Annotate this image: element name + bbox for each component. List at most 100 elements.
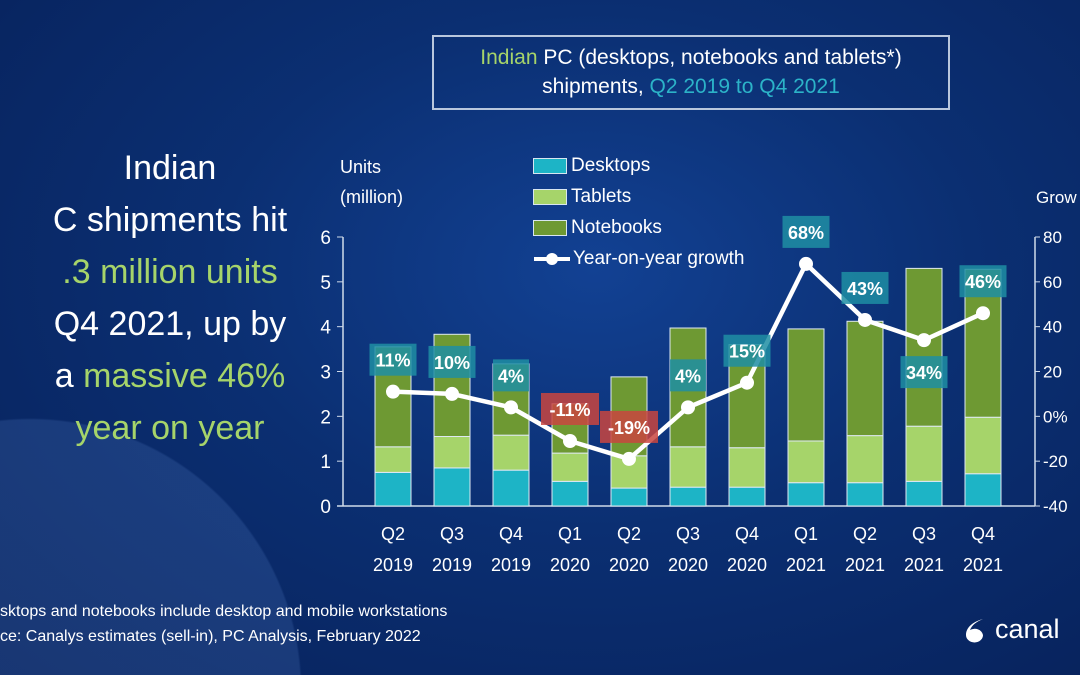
- legend-item-notebooks: Notebooks: [533, 212, 744, 243]
- y2-tick-label: -40: [1043, 497, 1068, 516]
- x-tick-label: Q1: [558, 524, 582, 544]
- x-tick-label: Q4: [499, 524, 523, 544]
- growth-point: [504, 400, 518, 415]
- y-tick-label: 0: [320, 497, 331, 518]
- growth-data-label: 15%: [729, 342, 765, 362]
- y2-axis-title: Grow: [1036, 188, 1077, 207]
- x-tick-label: 2021: [786, 555, 826, 575]
- bar-tablets: [905, 425, 943, 482]
- x-tick-label: Q2: [617, 524, 641, 544]
- legend-item-growth: Year-on-year growth: [533, 243, 744, 274]
- x-tick-label: Q2: [381, 524, 405, 544]
- growth-point: [917, 333, 931, 348]
- legend-item-tablets: Tablets: [533, 181, 744, 212]
- growth-data-label: 68%: [788, 223, 824, 243]
- growth-label-box: [782, 215, 830, 248]
- bar-desktops: [905, 480, 943, 507]
- legend-swatch: [533, 157, 567, 174]
- growth-label-box: [369, 343, 417, 376]
- legend-label: Desktops: [571, 154, 651, 176]
- y-axis-title-line: (million): [340, 187, 403, 207]
- headline-line: year on year: [75, 409, 265, 447]
- x-tick-label: 2019: [491, 555, 531, 575]
- source-note: ce: Canalys estimates (sell-in), PC Anal…: [0, 628, 421, 645]
- bar-desktops: [551, 480, 589, 507]
- logo-text: canal: [995, 614, 1060, 644]
- x-tick-label: Q4: [971, 524, 995, 544]
- growth-data-label: 11%: [375, 351, 410, 371]
- growth-label-box: [900, 356, 948, 389]
- bar-tablets: [492, 434, 530, 471]
- y-tick-label: 1: [320, 452, 331, 473]
- growth-data-label: 46%: [965, 272, 1001, 292]
- growth-point: [622, 451, 636, 466]
- y-tick-label: 5: [320, 273, 331, 294]
- growth-data-label: 10%: [434, 353, 470, 373]
- x-tick-label: Q3: [912, 524, 936, 544]
- bar-tablets: [374, 446, 412, 473]
- title-text: shipments,: [542, 75, 650, 98]
- growth-label-box: [493, 359, 529, 392]
- x-tick-label: Q2: [853, 524, 877, 544]
- chart-title: Indian PC (desktops, notebooks and table…: [432, 35, 950, 110]
- title-text: PC (desktops, notebooks and tablets*): [537, 46, 902, 69]
- growth-label-box: [428, 345, 476, 378]
- growth-point: [445, 386, 459, 401]
- bar-desktops: [728, 486, 766, 507]
- y-axis-title: Units (million): [340, 152, 403, 212]
- bar-desktops: [846, 482, 884, 507]
- x-tick-label: 2021: [845, 555, 885, 575]
- headline: Indian C shipments hit .3 million units …: [0, 142, 340, 454]
- x-tick-label: Q1: [794, 524, 818, 544]
- legend-swatch: [533, 219, 567, 236]
- y-tick-label: 6: [320, 228, 331, 249]
- footnote: sktops and notebooks include desktop and…: [0, 603, 448, 620]
- y-tick-label: 3: [320, 363, 331, 384]
- bar-tablets: [964, 416, 1002, 475]
- growth-label-box: [600, 410, 658, 443]
- y2-tick-label: 40: [1043, 318, 1062, 337]
- headline-line: Q4 2021, up by: [53, 305, 287, 343]
- x-tick-label: Q3: [440, 524, 464, 544]
- headline-text: a: [54, 357, 84, 395]
- growth-point: [858, 312, 872, 327]
- legend-item-desktops: Desktops: [533, 150, 744, 181]
- bar-tablets: [433, 436, 471, 469]
- growth-point: [799, 256, 813, 271]
- x-tick-label: 2020: [609, 555, 649, 575]
- title-period: Q2 2019 to Q4 2021: [649, 75, 840, 98]
- growth-label-box: [541, 392, 599, 425]
- growth-point: [976, 306, 990, 321]
- bar-desktops: [787, 482, 825, 507]
- y2-tick-label: 80: [1043, 228, 1062, 247]
- bar-desktops: [964, 473, 1002, 507]
- legend-label: Tablets: [571, 185, 632, 207]
- bar-tablets: [551, 452, 589, 482]
- bar-desktops: [492, 469, 530, 507]
- headline-line: a massive 46%: [0, 350, 340, 402]
- y-tick-label: 4: [320, 318, 331, 339]
- x-tick-label: Q4: [735, 524, 759, 544]
- x-tick-label: 2020: [550, 555, 590, 575]
- growth-data-label: 4%: [498, 366, 524, 386]
- growth-point: [563, 433, 577, 448]
- growth-data-label: -11%: [549, 400, 590, 420]
- bar-notebooks: [905, 267, 943, 427]
- growth-label-box: [841, 271, 889, 304]
- headline-line: .3 million units: [62, 253, 278, 291]
- canalys-logo: canal: [962, 614, 1060, 645]
- bar-tablets: [846, 435, 884, 484]
- growth-data-label: 4%: [675, 366, 701, 386]
- growth-label-box: [959, 265, 1007, 298]
- x-tick-label: 2021: [904, 555, 944, 575]
- growth-point: [681, 400, 695, 415]
- x-tick-label: 2020: [727, 555, 767, 575]
- x-tick-label: Q3: [676, 524, 700, 544]
- title-country: Indian: [480, 46, 538, 69]
- bar-notebooks: [787, 328, 825, 442]
- y2-tick-label: 60: [1043, 273, 1062, 292]
- growth-data-label: -19%: [608, 418, 650, 438]
- logo-icon: [966, 618, 983, 642]
- x-tick-label: 2019: [432, 555, 472, 575]
- bar-notebooks: [846, 320, 884, 437]
